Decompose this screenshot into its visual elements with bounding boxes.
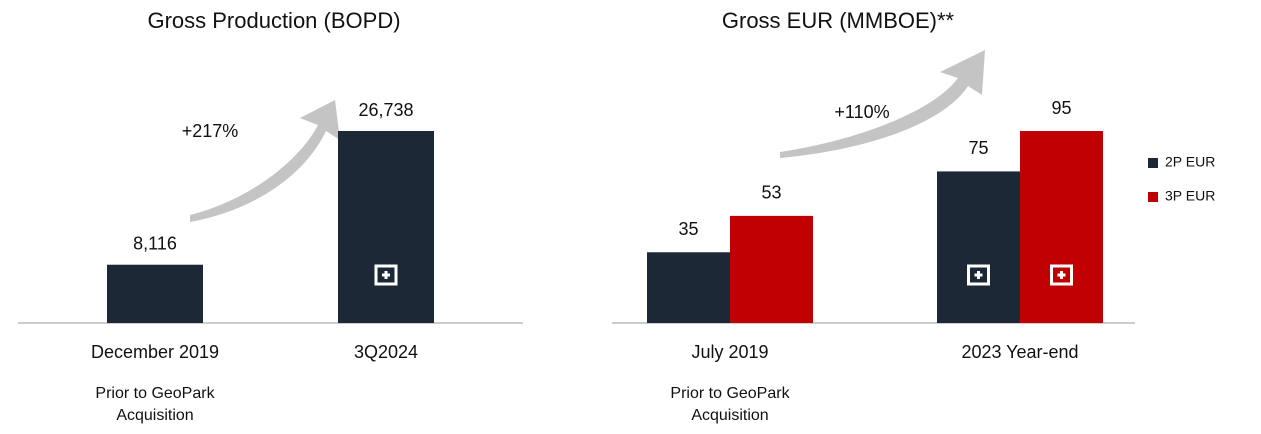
bar: [937, 171, 1020, 323]
logo: [974, 271, 983, 279]
value-label: 8,116: [133, 233, 177, 253]
growth-arrow: [780, 50, 985, 158]
value-label: 95: [1051, 98, 1071, 118]
legend-label: 2P EUR: [1165, 154, 1215, 170]
value-label: 75: [968, 138, 988, 158]
x-tick-label: July 2019: [691, 342, 768, 362]
growth-arrow: [190, 100, 340, 222]
logo: [967, 264, 990, 286]
chart-title: Gross Production (BOPD): [147, 8, 400, 33]
value-label: 35: [678, 219, 698, 239]
logo: [382, 271, 390, 279]
chart-title: Gross EUR (MMBOE)**: [722, 8, 955, 33]
note: Prior to GeoPark Acquisition: [95, 385, 215, 424]
x-tick-label: December 2019: [91, 342, 219, 362]
value-label: 26,738: [358, 100, 413, 120]
bar: [730, 215, 813, 323]
annotation: +110%: [834, 102, 889, 122]
logo: [1057, 271, 1066, 279]
bar: [338, 131, 434, 323]
logo: [1050, 264, 1073, 286]
annotation: +217%: [182, 121, 239, 141]
x-tick-label: 3Q2024: [354, 342, 418, 362]
note: Prior to GeoPark Acquisition: [670, 385, 790, 424]
x-tick-label: 2023 Year-end: [961, 342, 1078, 362]
value-label: 53: [761, 183, 781, 203]
legend-swatch: [1148, 158, 1158, 168]
legend-label: 3P EUR: [1165, 188, 1215, 204]
bar: [1020, 131, 1103, 323]
bar: [647, 252, 730, 323]
legend-swatch: [1148, 192, 1158, 202]
logo: [374, 264, 398, 286]
bar: [107, 264, 203, 323]
